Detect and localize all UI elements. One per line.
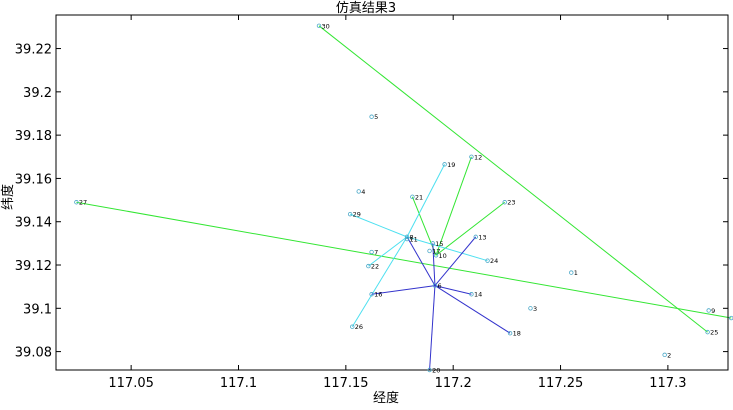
point-marker <box>507 331 513 336</box>
point-marker <box>366 263 371 269</box>
segment-8-22 <box>368 236 408 267</box>
point-marker <box>404 234 410 240</box>
point-marker <box>442 162 447 167</box>
point-label: 24 <box>490 257 498 265</box>
point-label: 29 <box>353 211 361 219</box>
point-label: 15 <box>435 240 443 248</box>
point-label: 12 <box>474 153 482 161</box>
point-marker <box>473 234 478 240</box>
point-marker <box>662 352 667 358</box>
x-tick-label: 117.05 <box>108 376 154 391</box>
x-tick-label: 117.3 <box>649 376 686 391</box>
x-tick-label: 117.25 <box>538 376 584 391</box>
segment-6-15 <box>432 243 436 286</box>
segment-6-20 <box>429 285 436 371</box>
point-marker <box>469 292 474 297</box>
segment-8-26 <box>351 236 408 327</box>
y-tick-label: 39.16 <box>15 172 52 187</box>
segment-30-25 <box>318 25 708 333</box>
point-marker <box>356 189 361 194</box>
y-tick-label: 39.08 <box>15 346 52 361</box>
point-marker <box>430 241 435 246</box>
point-marker <box>569 270 574 275</box>
y-tick-label: 39.22 <box>15 43 52 58</box>
segment-6-13 <box>434 236 477 286</box>
point-marker <box>347 211 353 217</box>
segment-6-18 <box>434 285 511 334</box>
x-tick-label: 117.1 <box>220 376 257 391</box>
point-marker <box>316 23 322 29</box>
point-label: 18 <box>513 330 521 338</box>
point-label: 20 <box>432 367 440 375</box>
point-label: 17 <box>432 247 440 255</box>
point-marker <box>485 258 490 263</box>
segment-27-28 <box>76 201 732 319</box>
y-tick-label: 39.14 <box>15 216 52 231</box>
point-label: 13 <box>478 233 486 241</box>
point-label: 25 <box>710 329 718 337</box>
point-marker <box>729 315 733 321</box>
x-tick-label: 117.2 <box>435 376 472 391</box>
point-label: 14 <box>474 291 482 299</box>
plot-area: 117.05 117.1 117.15 117.2 117.25 117.339.0839… <box>15 14 733 391</box>
point-marker <box>410 194 415 200</box>
point-marker <box>369 249 374 255</box>
point-marker <box>705 329 710 335</box>
segment-6-14 <box>434 285 472 295</box>
segment-8-24 <box>406 236 488 262</box>
point-label: 6 <box>437 282 441 290</box>
point-label: 16 <box>374 291 382 299</box>
y-tick-label: 39.1 <box>23 302 52 317</box>
segment-10-23 <box>435 201 506 256</box>
point-label: 22 <box>371 263 379 271</box>
point-label: 30 <box>322 22 330 30</box>
y-axis-label: 纬度 <box>0 184 16 210</box>
point-label: 10 <box>439 252 447 260</box>
point-marker <box>350 324 355 329</box>
point-label: 26 <box>355 323 363 331</box>
point-label: 3 <box>533 305 537 313</box>
point-marker <box>369 114 374 119</box>
x-tick-label: 117.15 <box>323 376 369 391</box>
point-marker <box>427 367 432 373</box>
point-marker <box>369 292 374 297</box>
point-label: 7 <box>374 249 378 257</box>
point-label: 2 <box>667 351 671 359</box>
point-label: 21 <box>415 193 423 201</box>
point-marker <box>74 200 79 205</box>
y-tick-label: 39.2 <box>23 86 52 101</box>
segment-10-21 <box>411 196 437 256</box>
point-label: 11 <box>410 236 418 244</box>
point-label: 5 <box>374 113 378 121</box>
segment-10-12 <box>435 156 472 256</box>
point-marker <box>502 200 507 205</box>
segment-6-16 <box>371 285 436 295</box>
point-label: 9 <box>711 307 715 315</box>
point-marker <box>528 306 533 311</box>
point-label: 8 <box>410 233 414 241</box>
point-marker <box>427 248 432 254</box>
point-label: 1 <box>574 269 578 277</box>
point-marker <box>404 236 410 242</box>
segment-8-19 <box>406 164 446 238</box>
y-tick-label: 39.18 <box>15 129 52 144</box>
point-marker <box>432 283 438 288</box>
point-label: 23 <box>507 199 515 207</box>
segment-6-8 <box>406 236 436 286</box>
chart-title: 仿真结果3 <box>336 1 396 16</box>
y-tick-label: 39.12 <box>15 259 52 274</box>
segment-8-29 <box>349 213 408 238</box>
point-label: 19 <box>447 161 455 169</box>
point-marker <box>433 253 439 258</box>
point-label: 4 <box>361 188 365 196</box>
point-label: 27 <box>79 199 87 207</box>
axes-box <box>55 14 729 371</box>
x-axis-label: 经度 <box>373 390 399 406</box>
point-marker <box>706 308 711 313</box>
point-marker <box>469 154 474 159</box>
